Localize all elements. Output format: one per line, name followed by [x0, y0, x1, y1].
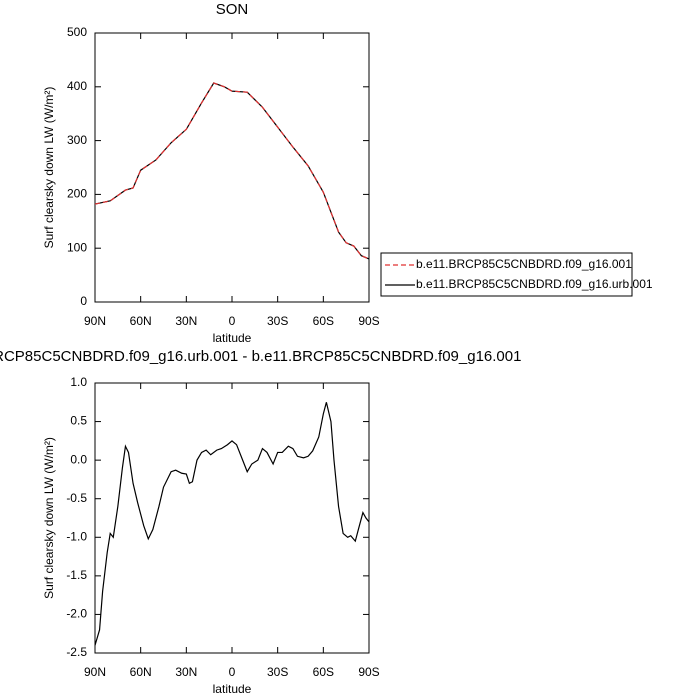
x-tick-label: 60S [313, 665, 334, 679]
data-line [94, 82, 370, 260]
data-line [94, 402, 370, 646]
y-tick-label: 400 [67, 79, 87, 93]
y-tick-label: 100 [67, 240, 87, 254]
plot-frame [94, 32, 370, 303]
x-tick-label: 30S [267, 314, 288, 328]
y-tick-label: 300 [67, 133, 87, 147]
x-tick-label: 30N [175, 665, 197, 679]
y-tick-label: -0.5 [66, 491, 87, 505]
y-tick-label: 500 [67, 25, 87, 39]
chart-title: SON [216, 1, 249, 18]
y-tick-label: 200 [67, 187, 87, 201]
x-tick-label: 30S [267, 665, 288, 679]
y-tick-label: 0.5 [70, 414, 87, 428]
x-tick-label: 90S [358, 665, 379, 679]
x-tick-label: 60S [313, 314, 334, 328]
y-axis-label: Surf clearsky down LW (W/m²) [42, 87, 56, 249]
x-axis-label: latitude [213, 331, 252, 345]
y-tick-label: 1.0 [70, 375, 87, 389]
x-tick-label: 30N [175, 314, 197, 328]
legend-label: b.e11.BRCP85C5CNBDRD.f09_g16.001 [416, 257, 632, 271]
legend-label: b.e11.BRCP85C5CNBDRD.f09_g16.urb.001 [416, 277, 653, 291]
x-tick-label: 60N [130, 314, 152, 328]
x-tick-label: 90N [84, 314, 106, 328]
y-tick-label: 0 [80, 294, 87, 308]
y-tick-label: 0.0 [70, 452, 87, 466]
data-line [94, 82, 370, 260]
x-tick-label: 0 [229, 665, 236, 679]
x-tick-label: 0 [229, 314, 236, 328]
y-tick-label: -1.0 [66, 529, 87, 543]
x-tick-label: 60N [130, 665, 152, 679]
x-tick-label: 90S [358, 314, 379, 328]
y-tick-label: -2.5 [66, 645, 87, 659]
y-tick-label: -1.5 [66, 568, 87, 582]
chart-title: b.e11.BRCP85C5CNBDRD.f09_g16.urb.001 - b… [0, 348, 521, 365]
legend-box [380, 252, 633, 297]
x-axis-label: latitude [213, 682, 252, 696]
y-tick-label: -2.0 [66, 607, 87, 621]
plot-frame [94, 382, 370, 654]
y-axis-label: Surf clearsky down LW (W/m²) [42, 437, 56, 599]
x-tick-label: 90N [84, 665, 106, 679]
